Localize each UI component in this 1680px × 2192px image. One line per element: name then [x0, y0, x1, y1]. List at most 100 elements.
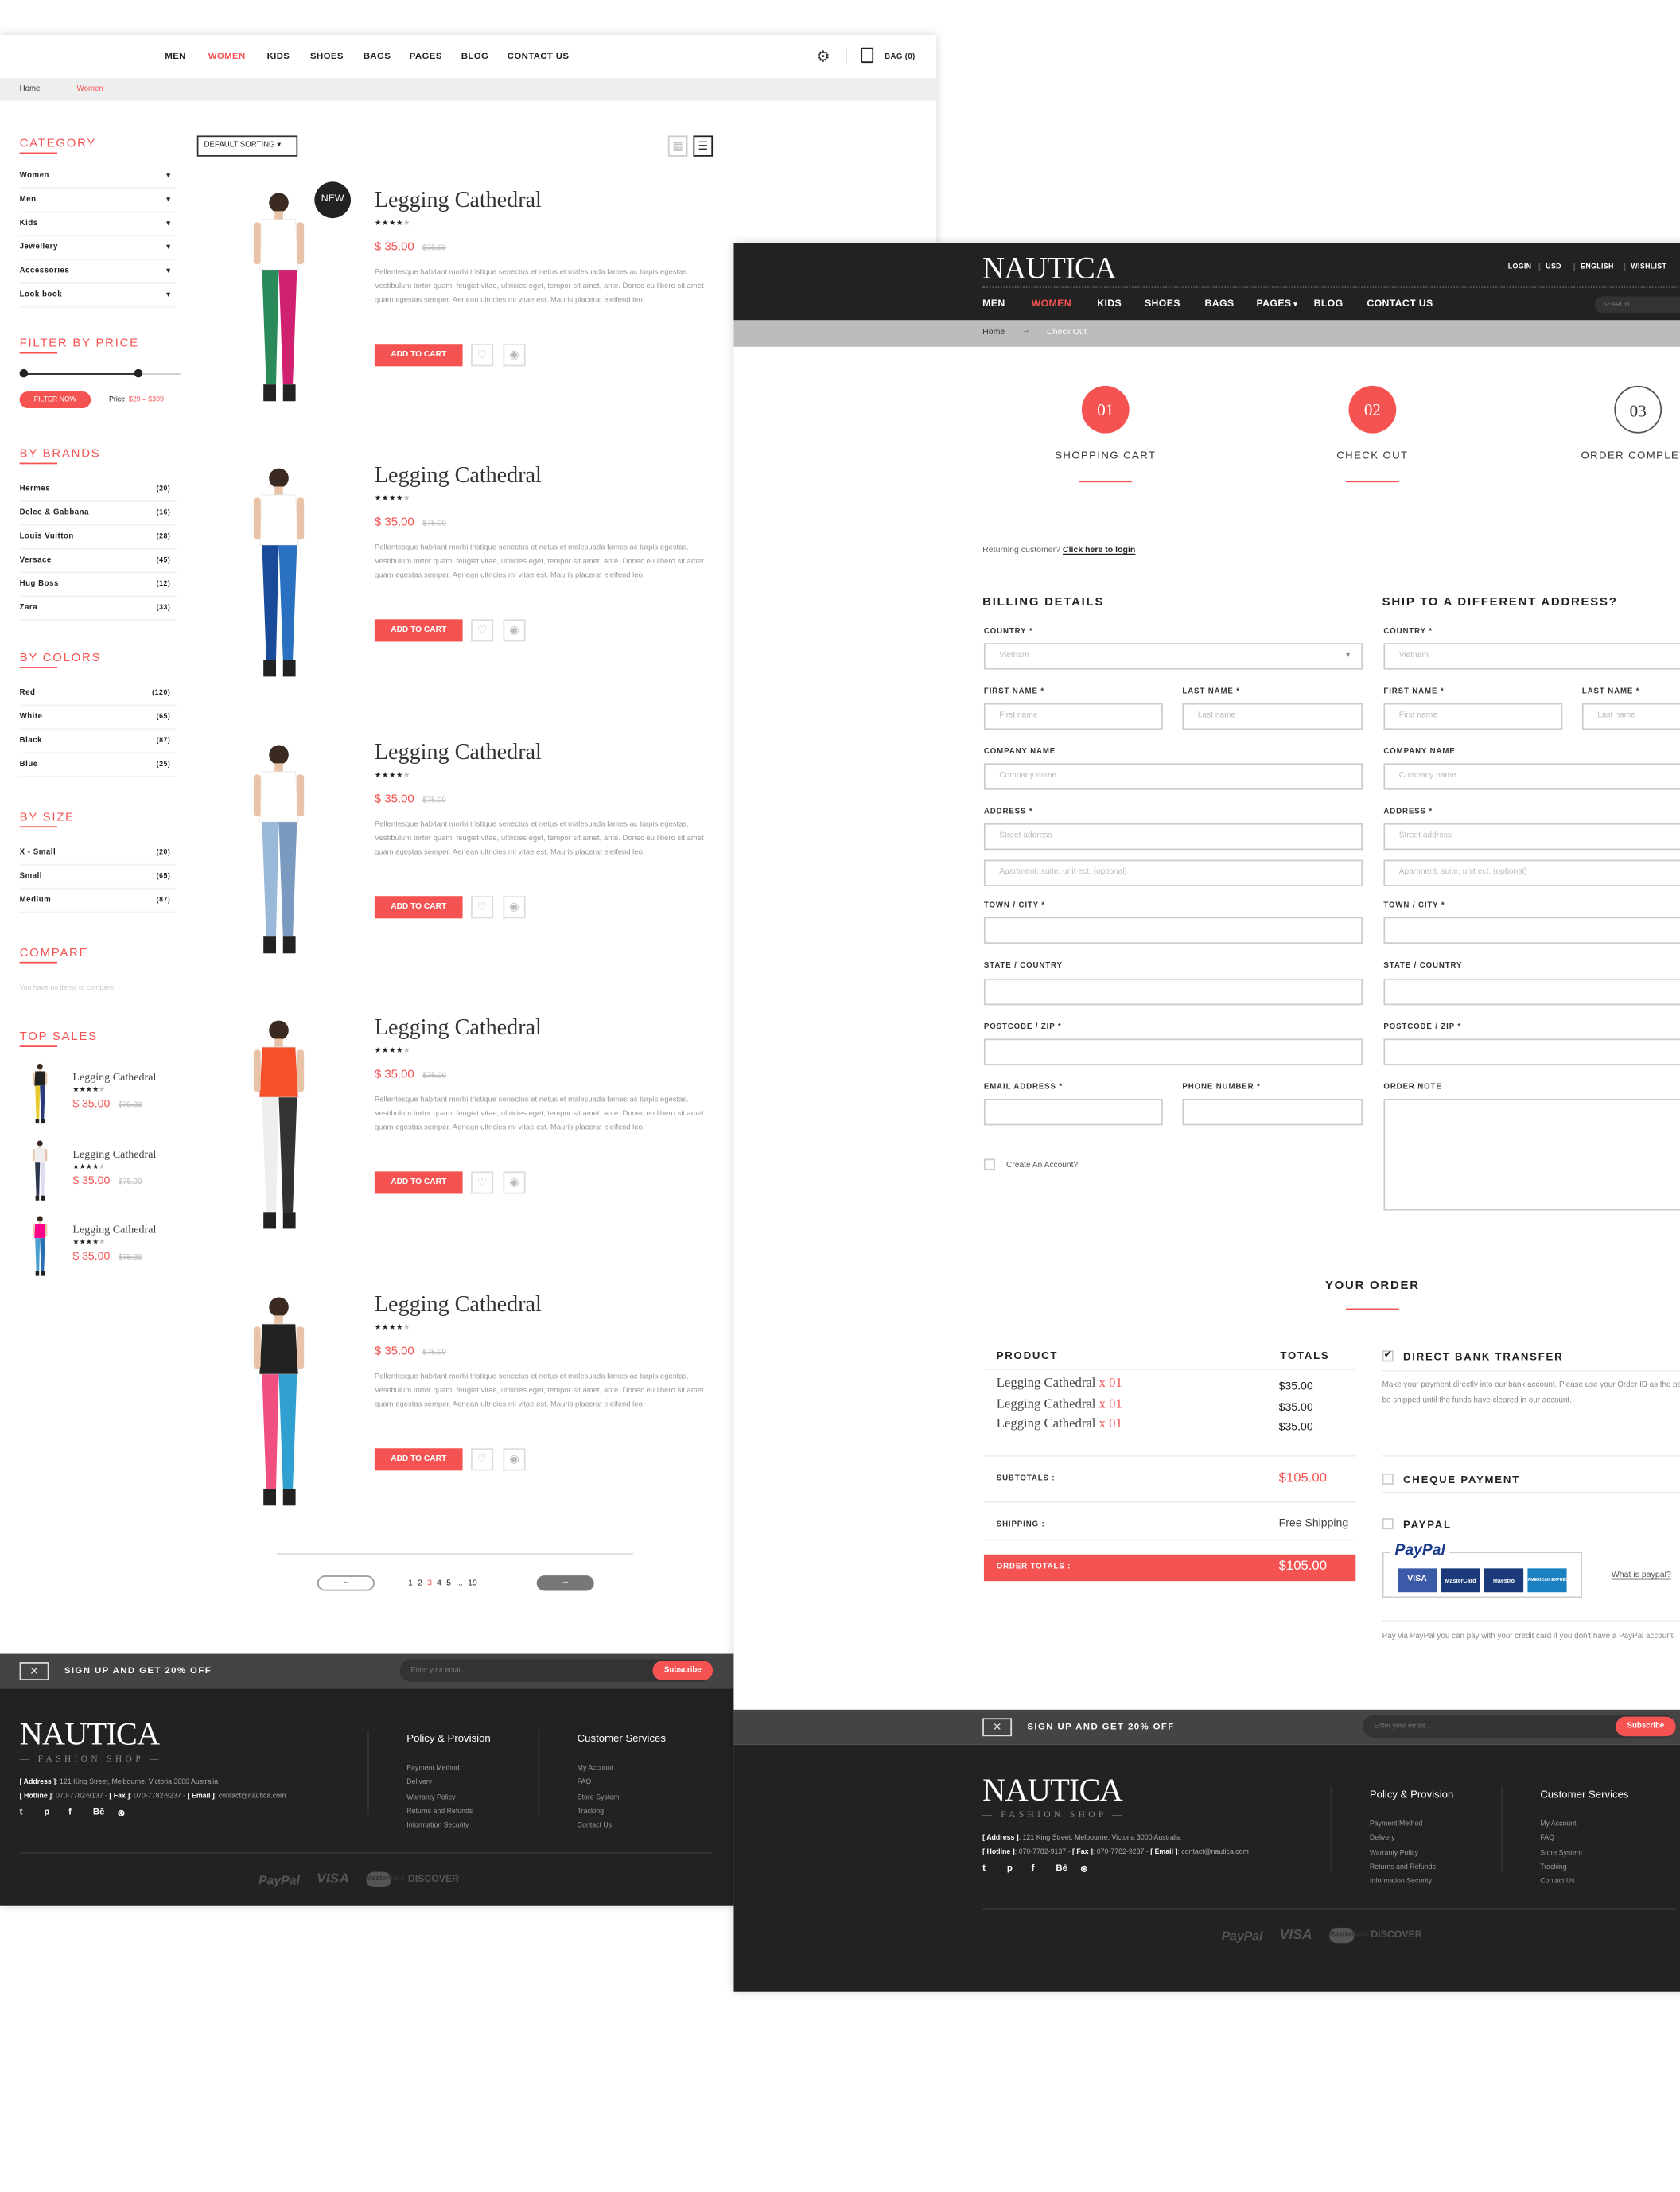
breadcrumb-home[interactable]: Home [19, 85, 41, 94]
page-link[interactable]: 5 [446, 1579, 452, 1588]
product-title[interactable]: Legging Cathedral [374, 465, 542, 489]
filter-item[interactable]: Kids ▾ [19, 218, 177, 236]
nav-men[interactable]: MEN [165, 52, 186, 62]
quick-view-eye-icon[interactable]: ◉ [503, 620, 526, 643]
product-title[interactable]: Legging Cathedral [374, 189, 542, 213]
filter-item[interactable]: X - Small (20) [19, 847, 177, 866]
top-link-wishlist[interactable]: WISHLIST [1631, 263, 1667, 271]
footer-link[interactable]: Contact Us [577, 1821, 612, 1831]
add-to-cart-button[interactable]: ADD TO CART [374, 344, 463, 367]
filter-item[interactable]: Red (120) [19, 687, 177, 707]
footer-link[interactable]: Warranty Policy [1369, 1848, 1419, 1858]
footer-link[interactable]: Returns and Refunds [406, 1807, 473, 1816]
filter-item[interactable]: Jewellery ▾ [19, 242, 177, 260]
bank-payment-label[interactable]: DIRECT BANK TRANSFER [1403, 1350, 1564, 1364]
price-slider-max-handle[interactable] [134, 368, 143, 378]
filter-now-button[interactable]: FILTER NOW [19, 391, 91, 409]
quick-view-eye-icon[interactable]: ◉ [503, 1447, 526, 1470]
search-input[interactable]: SEARCH [1594, 296, 1680, 313]
top-link-english[interactable]: ENGLISH [1581, 263, 1614, 271]
breadcrumb-home[interactable]: Home [982, 328, 1005, 337]
shopping-bag-icon[interactable] [861, 47, 874, 64]
wishlist-heart-icon[interactable]: ♡ [471, 1171, 494, 1194]
wishlist-heart-icon[interactable]: ♡ [471, 895, 494, 918]
last-name-input[interactable]: Last name [1182, 703, 1363, 730]
product-image[interactable] [20, 1139, 59, 1203]
postcode-input[interactable] [1383, 1038, 1680, 1065]
footer-link[interactable]: Store System [1540, 1848, 1582, 1858]
filter-item[interactable]: Delce & Gabbana (16) [19, 508, 177, 526]
add-to-cart-button[interactable]: ADD TO CART [374, 1171, 463, 1194]
footer-link[interactable]: Returns and Refunds [1369, 1863, 1436, 1872]
street-address-input[interactable]: Street address [983, 823, 1363, 851]
top-sale-title[interactable]: Legging Cathedral [72, 1070, 157, 1084]
product-title[interactable]: Legging Cathedral [374, 740, 542, 765]
filter-item[interactable]: Look book ▾ [19, 290, 177, 308]
product-image[interactable] [20, 1215, 59, 1279]
add-to-cart-button[interactable]: ADD TO CART [374, 895, 463, 918]
paypal-payment-label[interactable]: PAYPAL [1403, 1518, 1452, 1531]
wishlist-heart-icon[interactable]: ♡ [471, 620, 494, 643]
filter-item[interactable]: White (65) [19, 711, 177, 730]
quick-view-eye-icon[interactable]: ◉ [503, 344, 526, 367]
footer-link[interactable]: My Account [577, 1764, 614, 1773]
nav-contact-us[interactable]: CONTACT US [507, 52, 570, 62]
behance-icon[interactable]: Bē [92, 1807, 105, 1818]
street-address-input[interactable]: Street address [1383, 823, 1680, 851]
footer-link[interactable]: Warranty Policy [406, 1793, 456, 1802]
filter-item[interactable]: Medium (87) [19, 894, 177, 913]
dribbble-icon[interactable]: ⊛ [1080, 1864, 1088, 1875]
add-to-cart-button[interactable]: ADD TO CART [374, 1447, 463, 1470]
product-image[interactable] [231, 741, 321, 964]
wishlist-heart-icon[interactable]: ♡ [471, 344, 494, 367]
filter-item[interactable]: Men ▾ [19, 194, 177, 213]
nav-women[interactable]: WOMEN [208, 52, 246, 62]
nav-bags[interactable]: BAGS [1205, 299, 1235, 309]
create-account-checkbox[interactable] [983, 1158, 995, 1170]
footer-link[interactable]: Information Security [406, 1821, 469, 1831]
country-select[interactable]: Vietnam ▾ [983, 643, 1363, 670]
quick-view-eye-icon[interactable]: ◉ [503, 1171, 526, 1194]
page-link[interactable]: ... [456, 1579, 463, 1588]
add-to-cart-button[interactable]: ADD TO CART [374, 620, 463, 643]
footer-link[interactable]: Contact Us [1540, 1877, 1575, 1886]
top-sale-title[interactable]: Legging Cathedral [72, 1147, 157, 1160]
cheque-payment-checkbox[interactable] [1382, 1473, 1394, 1485]
pinterest-icon[interactable]: p [1006, 1863, 1013, 1874]
product-image[interactable] [231, 189, 321, 412]
quick-view-eye-icon[interactable]: ◉ [503, 895, 526, 918]
top-sale-title[interactable]: Legging Cathedral [72, 1223, 157, 1236]
filter-item[interactable]: Small (65) [19, 871, 177, 890]
filter-item[interactable]: Zara (33) [19, 602, 177, 621]
top-link-login[interactable]: LOGIN [1507, 263, 1532, 271]
apartment-input[interactable]: Apartment, suite, unit ect. (optional) [1383, 859, 1680, 886]
subscribe-button[interactable]: Subscribe [1616, 1716, 1676, 1737]
nav-shoes[interactable]: SHOES [1145, 299, 1180, 309]
filter-item[interactable]: Blue (25) [19, 759, 177, 777]
footer-link[interactable]: Tracking [577, 1807, 605, 1816]
product-image[interactable] [231, 1293, 321, 1516]
phone-input[interactable] [1182, 1099, 1363, 1126]
footer-link[interactable]: FAQ [1540, 1834, 1554, 1844]
price-slider-min-handle[interactable] [19, 368, 29, 378]
nav-kids[interactable]: KIDS [266, 52, 290, 62]
what-is-paypal-link[interactable]: What is paypal? [1611, 1571, 1671, 1580]
state-input[interactable] [983, 978, 1363, 1006]
page-link[interactable]: 4 [437, 1579, 441, 1588]
footer-link[interactable]: My Account [1540, 1820, 1577, 1829]
footer-link[interactable]: Delivery [406, 1778, 433, 1787]
facebook-icon[interactable]: f [68, 1807, 72, 1818]
twitter-icon[interactable]: t [982, 1863, 986, 1874]
grid-view-icon[interactable]: ▦ [667, 135, 688, 157]
email-input[interactable]: Enter your email... Subscribe [1363, 1715, 1676, 1738]
nav-bags[interactable]: BAGS [363, 52, 391, 62]
filter-item[interactable]: Women ▾ [19, 170, 177, 189]
twitter-icon[interactable]: t [19, 1807, 23, 1818]
dribbble-icon[interactable]: ⊛ [117, 1808, 126, 1819]
product-title[interactable]: Legging Cathedral [374, 1016, 542, 1041]
top-link-usd[interactable]: USD [1546, 263, 1561, 271]
facebook-icon[interactable]: f [1031, 1863, 1035, 1874]
sorting-select[interactable]: DEFAULT SORTING ▾ [196, 135, 298, 157]
postcode-input[interactable] [983, 1038, 1363, 1065]
page-link[interactable]: 3 [427, 1579, 432, 1588]
